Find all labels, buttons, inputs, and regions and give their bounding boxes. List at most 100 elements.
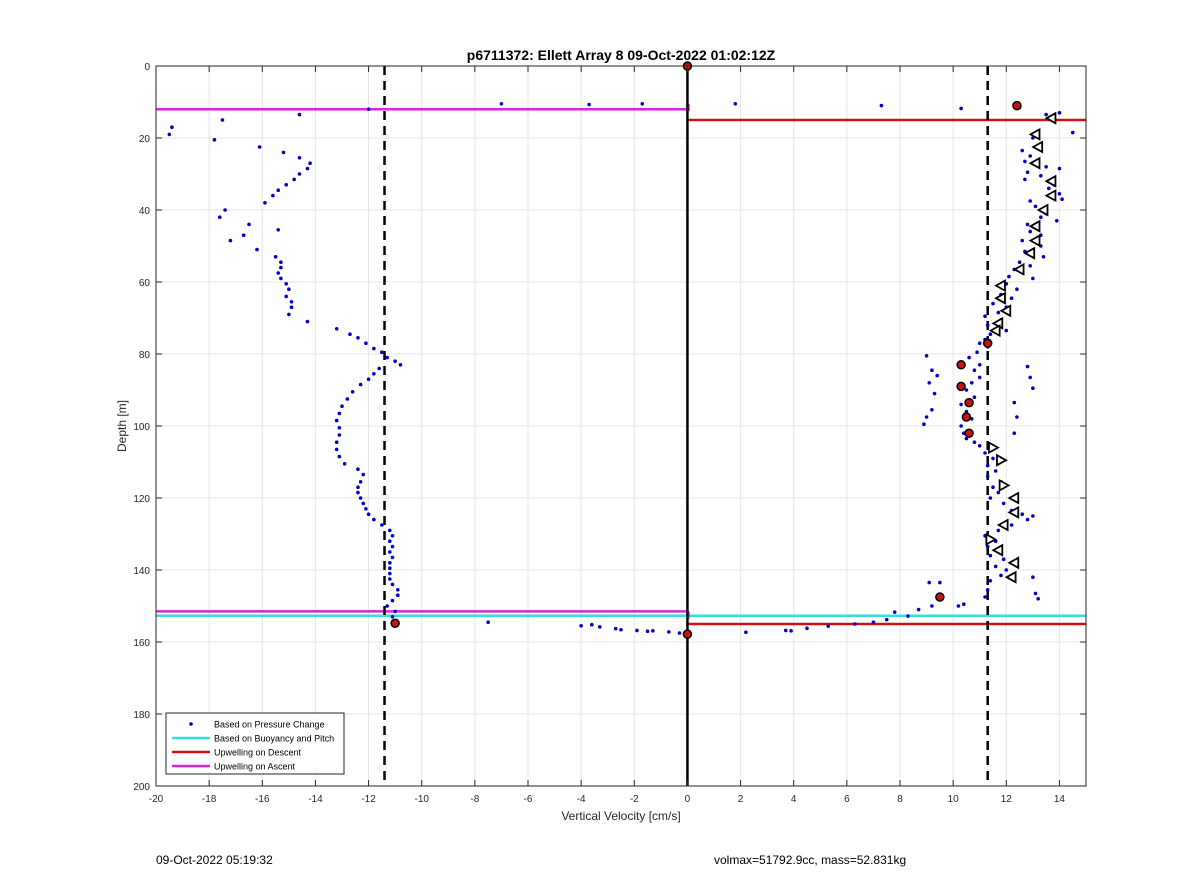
pressure-change-point [390,544,395,549]
red-marker [982,338,993,348]
y-tick-label: 140 [133,566,150,577]
pressure-change-point [932,391,937,396]
pressure-change-point [340,404,344,409]
pressure-change-point [486,620,490,624]
pressure-change-point [988,332,993,337]
pressure-change-point [1054,219,1059,223]
pressure-change-point [390,598,395,603]
chart-title: p6711372: Ellett Array 8 09-Oct-2022 01:… [467,47,776,63]
pressure-change-point [388,561,392,565]
footer-timestamp: 09-Oct-2022 05:19:32 [156,853,273,867]
pressure-change-point [366,377,371,382]
pressure-change-point [985,474,990,479]
pressure-change-point [1031,276,1035,281]
pressure-change-point [988,579,993,583]
pressure-change-point [308,161,312,165]
pressure-change-point [916,607,921,612]
pressure-change-point [228,238,233,243]
pressure-change-point [1009,523,1014,527]
pressure-change-point [297,156,302,160]
y-tick-label: 200 [133,782,150,793]
pressure-change-point [1033,591,1038,596]
pressure-change-point [935,373,939,378]
pressure-change-point [996,490,1001,495]
pressure-change-point [983,314,987,319]
pressure-change-point [1012,400,1017,405]
descent-marker [1028,234,1041,248]
pressure-change-point [1028,229,1032,234]
pressure-change-point [985,588,990,592]
pressure-change-point [930,604,934,608]
pressure-change-point [366,512,371,516]
x-tick-label: 4 [791,794,797,805]
pressure-change-point [988,553,993,558]
pressure-change-point [170,125,174,129]
legend-symbol-dot [189,722,193,726]
pressure-change-point [733,102,738,106]
pressure-change-point [223,208,227,212]
descent-marker [1004,570,1017,584]
pressure-change-point [380,523,384,527]
pressure-change-point [284,282,289,286]
pressure-change-point [289,305,294,310]
pressure-change-point [640,102,645,106]
pressure-change-point [358,496,363,500]
x-tick-label: 12 [1001,794,1013,805]
pressure-change-point [284,294,289,299]
x-tick-label: 14 [1054,794,1066,805]
pressure-change-point [991,301,995,306]
y-tick-label: 0 [144,62,150,73]
pressure-change-point [1025,222,1030,227]
pressure-change-point [388,577,392,581]
pressure-change-point [263,201,267,205]
pressure-change-point [273,254,278,259]
pressure-change-point [212,138,217,142]
pressure-change-point [924,415,929,419]
pressure-change-point [1004,328,1009,333]
pressure-change-point [783,628,788,633]
descent-marker [991,543,1004,557]
pressure-change-point [1023,177,1027,182]
pressure-change-point [396,593,400,597]
pressure-change-point [1047,186,1051,191]
red-marker [956,381,966,392]
pressure-change-point [938,580,942,585]
ascent-marker [985,532,998,546]
y-tick-label: 80 [139,350,151,361]
pressure-change-point [385,604,389,608]
pressure-change-point [975,350,979,355]
pressure-change-point [337,426,342,430]
pressure-change-point [892,610,897,614]
pressure-change-point [1025,170,1030,174]
pressure-change-point [337,433,342,437]
pressure-change-point [342,462,347,466]
pressure-change-point [1001,501,1006,506]
red-marker [964,397,974,408]
descent-marker [1044,189,1057,203]
pressure-change-point [924,354,929,358]
pressure-change-point [677,631,682,635]
pressure-change-point [959,402,963,407]
red-marker [964,428,974,438]
ascent-marker [998,478,1011,492]
x-tick-label: -16 [255,794,270,805]
pressure-change-point [961,602,966,606]
legend-label: Upwelling on Descent [214,748,302,758]
pressure-change-point [279,265,283,270]
data-points [167,61,1075,639]
pressure-change-point [380,350,384,355]
descent-marker [1044,111,1057,125]
x-tick-label: -10 [414,794,429,805]
x-tick-label: 8 [897,794,903,805]
pressure-change-point [993,469,998,473]
pressure-change-point [361,472,366,477]
pressure-change-point [1060,197,1064,201]
pressure-change-point [305,166,310,171]
ascent-marker [996,453,1008,467]
pressure-change-point [1001,557,1006,561]
pressure-change-point [1036,597,1040,601]
pressure-change-point [977,444,982,448]
descent-marker [1028,127,1041,141]
legend: Based on Pressure Change Based on Buoyanc… [165,712,345,775]
